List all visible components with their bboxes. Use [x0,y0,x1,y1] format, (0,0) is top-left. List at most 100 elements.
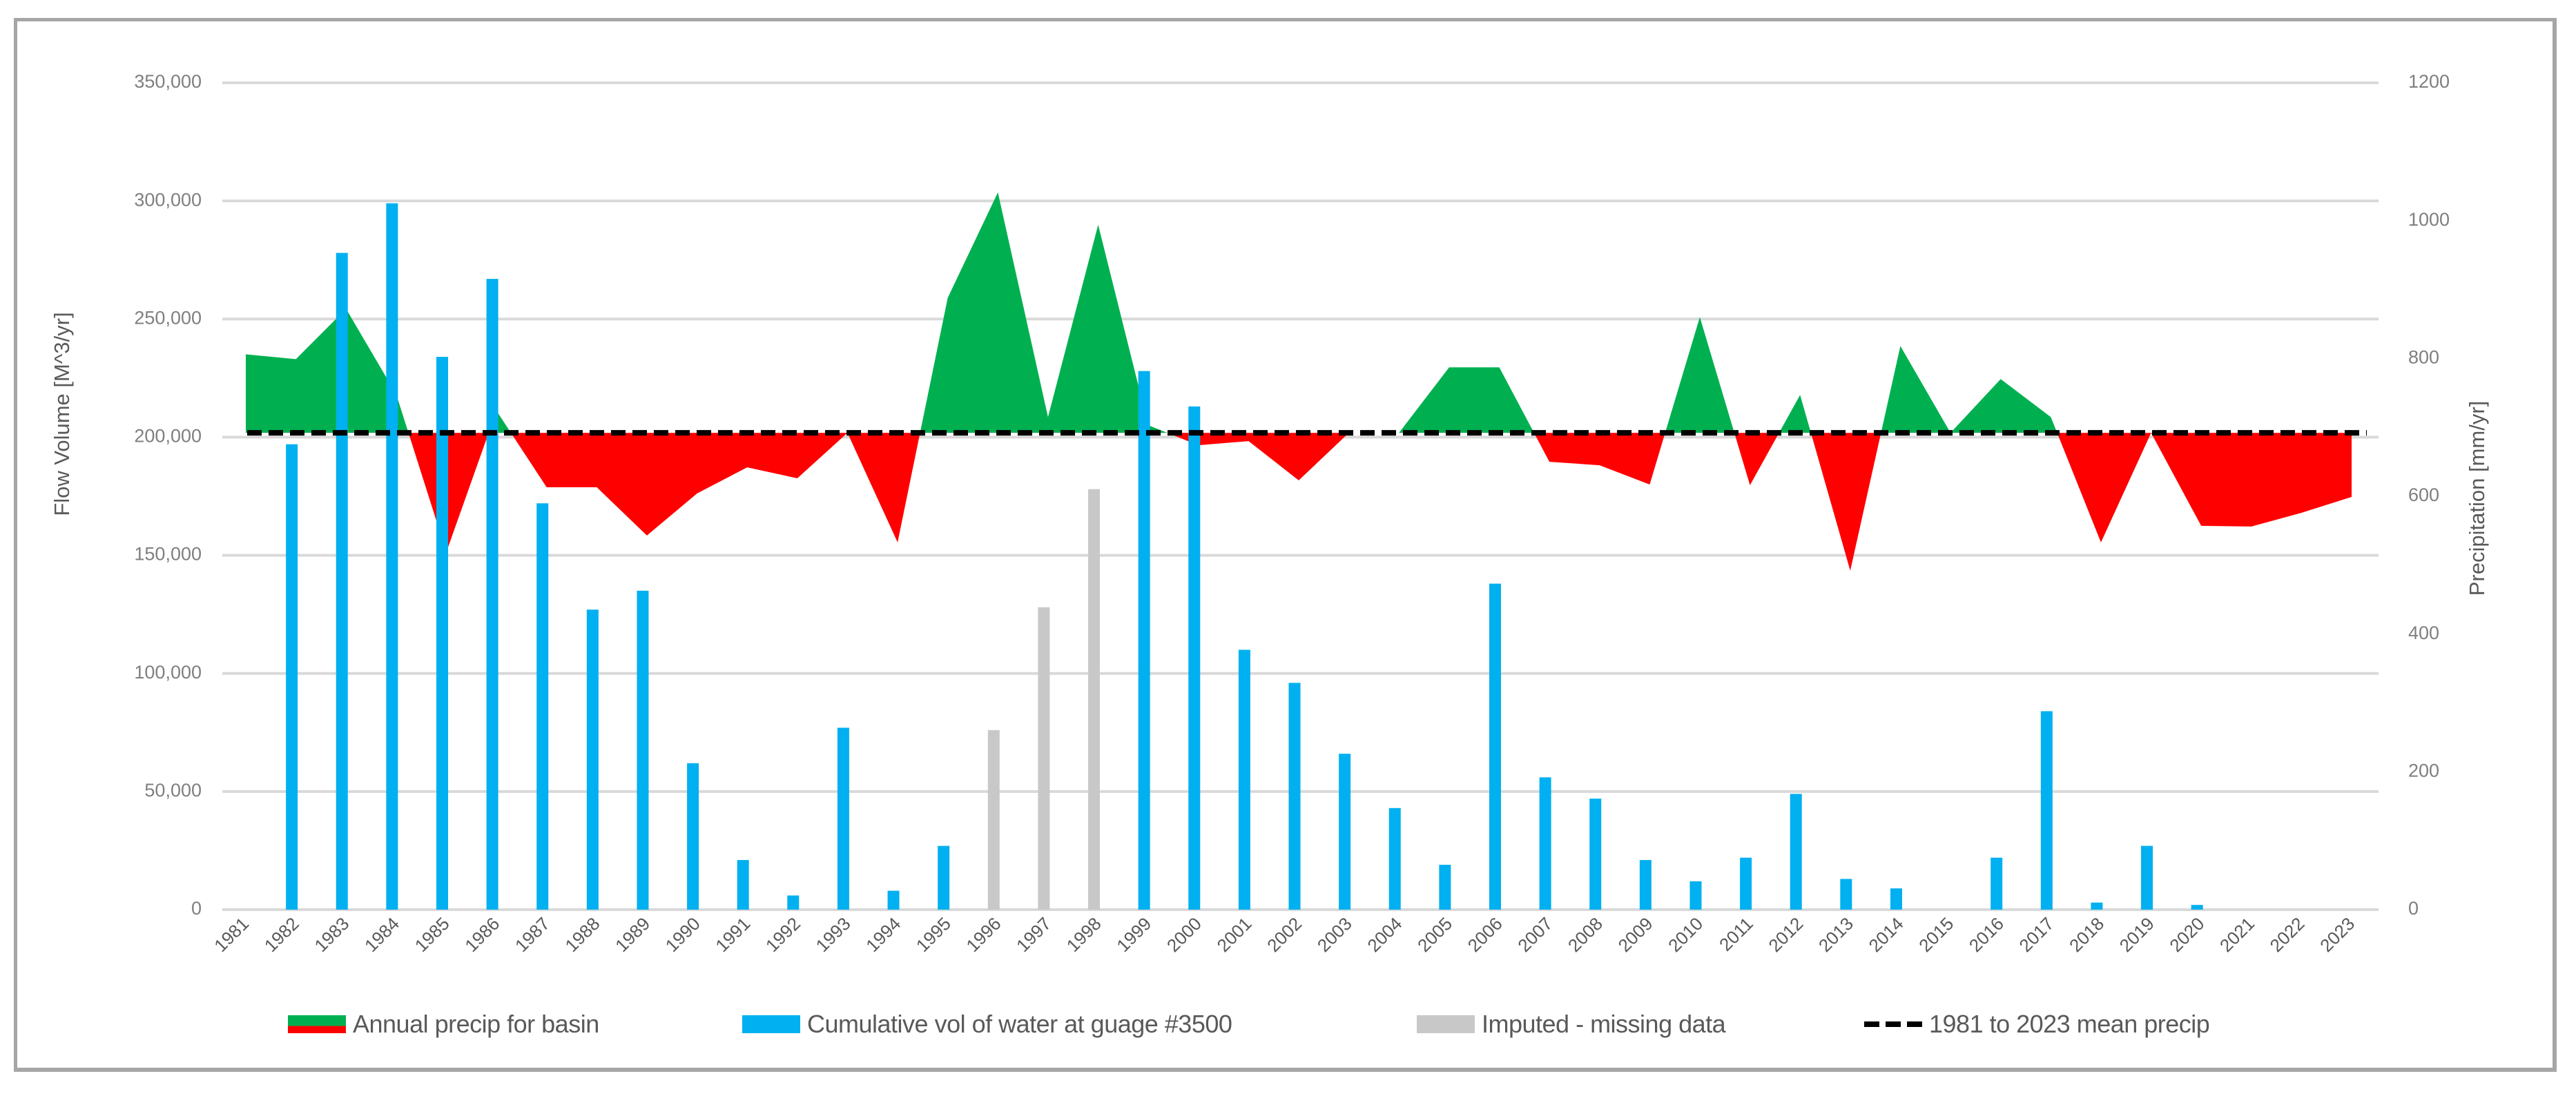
right-tick-label: 0 [2408,898,2419,919]
flow-bar [1339,754,1351,910]
x-tick-label: 2017 [2015,913,2057,956]
flow-bar [1138,371,1150,910]
x-tick-label: 2014 [1865,913,1908,956]
flow-bar [637,590,649,910]
x-tick-label: 2004 [1363,913,1406,956]
flow-bar [887,890,900,910]
x-axis-ticks: 1981 1982 1983 1984 1985 1986 1987 1988 1989 1990… [210,913,2359,956]
right-tick-label: 1000 [2408,209,2450,230]
x-tick-label: 1990 [661,913,704,956]
x-tick-label: 2006 [1464,913,1507,956]
x-tick-label: 1989 [611,913,654,956]
legend-label: Annual precip for basin [353,1010,599,1038]
x-tick-label: 1993 [812,913,855,956]
flow-bar [837,727,849,910]
flow-bar [2091,902,2103,910]
x-tick-label: 1991 [711,913,754,956]
x-tick-label: 1994 [862,913,904,956]
right-tick-label: 800 [2408,346,2439,367]
flow-bar [1539,777,1551,910]
legend-item-flow[interactable]: Cumulative vol of water at guage #3500 [742,1010,1232,1038]
legend-item-imputed[interactable]: Imputed - missing data [1417,1010,1726,1038]
legend-label: Cumulative vol of water at guage #3500 [807,1010,1232,1038]
x-tick-label: 2023 [2316,913,2359,956]
x-tick-label: 2011 [1715,913,1757,955]
x-tick-label: 2008 [1564,913,1607,956]
flow-bar [737,860,749,910]
x-tick-label: 1987 [511,913,554,956]
flow-bar [336,253,348,910]
flow-bar [1790,794,1802,910]
x-tick-label: 2012 [1764,913,1807,956]
imputed-bar [987,730,1000,910]
legend-item-mean[interactable]: 1981 to 2023 mean precip [1864,1010,2210,1038]
right-axis-ticks: 0 200 400 600 800 1000 1200 [2408,71,2450,919]
legend: Annual precip for basin Cumulative vol o… [0,1010,2576,1038]
flow-bar [1840,879,1852,910]
x-tick-label: 1981 [210,913,253,956]
flow-bar [2191,905,2203,910]
left-tick-label: 350,000 [134,71,202,92]
imputed-bar [1088,489,1101,910]
right-axis-title: Precipitation [mm/yr] [2465,401,2489,596]
flow-bar [1388,808,1401,910]
right-tick-label: 400 [2408,623,2439,643]
x-tick-label: 1999 [1112,913,1155,956]
precip-swatch-icon [288,1015,346,1033]
x-tick-label: 2013 [1814,913,1857,956]
x-tick-label: 2005 [1413,913,1456,956]
x-tick-label: 2022 [2266,913,2309,956]
right-tick-label: 600 [2408,485,2439,505]
flow-bar [1890,888,1902,910]
flow-bar [1238,649,1250,910]
x-tick-label: 1982 [260,913,303,956]
flow-bar [1639,860,1652,910]
left-tick-label: 200,000 [134,426,202,447]
legend-item-precip[interactable]: Annual precip for basin [288,1010,599,1038]
x-tick-label: 1996 [962,913,1005,956]
flow-bar [486,279,498,910]
flow-bar [586,609,599,910]
left-tick-label: 250,000 [134,307,202,328]
legend-label: Imputed - missing data [1482,1010,1726,1038]
flow-bar [1740,857,1752,910]
flow-bar [787,895,800,910]
flow-bar [1991,857,2003,910]
x-tick-label: 2009 [1614,913,1656,956]
flow-bar [1439,864,1451,910]
x-tick-label: 1997 [1012,913,1055,956]
flow-bar [436,357,448,910]
x-tick-label: 2007 [1513,913,1556,956]
precip-above-mean-area [246,192,2352,433]
flow-bar [1689,881,1702,910]
x-tick-label: 1983 [310,913,353,956]
flow-bar [1489,583,1501,910]
x-tick-label: 1998 [1063,913,1105,956]
x-tick-label: 1986 [461,913,503,956]
x-tick-label: 2018 [2065,913,2108,956]
flow-bar [1589,799,1602,910]
flow-bar [687,763,699,910]
left-tick-label: 0 [191,898,202,919]
x-tick-label: 2010 [1664,913,1707,956]
left-axis-title: Flow Volume [M^3/yr] [50,312,74,516]
x-tick-label: 1985 [411,913,454,956]
x-tick-label: 1984 [360,913,403,956]
x-tick-label: 2015 [1915,913,1957,956]
left-tick-label: 50,000 [144,780,202,801]
flow-bar [286,444,298,910]
flow-swatch-icon [742,1015,800,1033]
precip-below-mean-area [408,433,2352,571]
legend-label: 1981 to 2023 mean precip [1929,1010,2210,1038]
imputed-bar [1038,607,1050,910]
x-tick-label: 2016 [1965,913,2008,956]
flow-bar [938,845,950,910]
flow-bar [2040,711,2053,910]
x-tick-label: 2003 [1313,913,1356,956]
x-tick-label: 2021 [2216,913,2258,956]
left-tick-label: 100,000 [134,662,202,683]
flow-bar [536,503,549,910]
x-tick-label: 1995 [912,913,955,956]
left-axis-ticks: 0 50,000 100,000 150,000 200,000 250,000 300,0… [134,71,202,919]
flow-bar [1188,406,1201,910]
